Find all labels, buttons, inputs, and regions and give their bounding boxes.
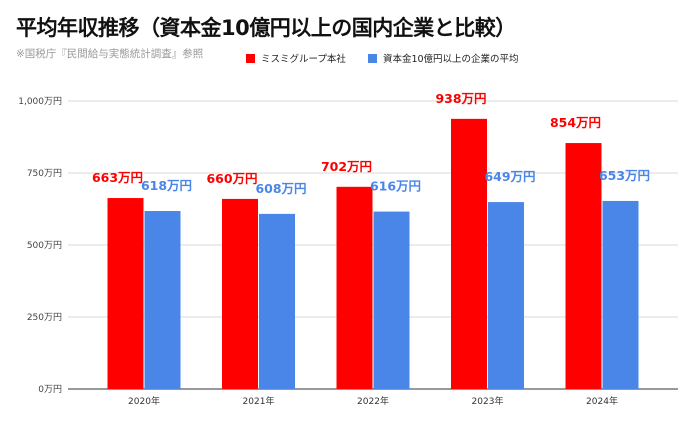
data-label-misumi: 938万円 xyxy=(435,91,486,106)
chart-title: 平均年収推移（資本金10億円以上の国内企業と比較） xyxy=(16,16,516,40)
data-label-misumi: 663万円 xyxy=(92,170,143,185)
legend: ミスミグループ本社 資本金10億円以上の企業の平均 xyxy=(246,51,541,65)
bar-misumi xyxy=(336,186,373,389)
bar-misumi xyxy=(451,118,487,389)
legend-item-misumi: ミスミグループ本社 xyxy=(246,51,346,65)
legend-swatch-average xyxy=(367,53,377,63)
bar-average xyxy=(144,211,181,389)
y-tick-label: 0万円 xyxy=(38,384,62,395)
legend-label-misumi: ミスミグループ本社 xyxy=(261,54,346,65)
source-note: ※国税庁『民間給与実態統計調査』参照 xyxy=(16,48,204,60)
data-label-average: 616万円 xyxy=(370,179,421,194)
bar-misumi xyxy=(565,143,602,389)
bar-misumi xyxy=(107,198,144,389)
data-label-average: 653万円 xyxy=(599,168,650,183)
data-label-average: 608万円 xyxy=(255,181,306,196)
x-tick-label: 2022年 xyxy=(357,395,389,407)
y-tick-label: 500万円 xyxy=(27,240,62,251)
y-tick-label: 750万円 xyxy=(27,168,62,179)
bar-average xyxy=(373,211,410,389)
data-label-misumi: 854万円 xyxy=(550,115,601,130)
legend-swatch-misumi xyxy=(246,53,255,63)
data-label-misumi: 660万円 xyxy=(206,171,257,186)
y-tick-label: 250万円 xyxy=(27,312,62,323)
y-tick-label: 1,000万円 xyxy=(18,96,62,107)
bar-average xyxy=(259,213,295,389)
x-tick-label: 2024年 xyxy=(586,395,618,407)
x-tick-label: 2021年 xyxy=(243,395,275,407)
legend-label-average: 資本金10億円以上の企業の平均 xyxy=(382,54,519,65)
bar-misumi xyxy=(222,198,258,389)
legend-item-average: 資本金10億円以上の企業の平均 xyxy=(367,51,519,65)
data-label-average: 618万円 xyxy=(141,178,192,193)
x-tick-label: 2020年 xyxy=(128,395,160,407)
bar-average xyxy=(602,200,639,389)
x-tick-label: 2023年 xyxy=(472,395,504,407)
data-label-average: 649万円 xyxy=(484,169,535,184)
data-label-misumi: 702万円 xyxy=(321,159,372,174)
bar-average xyxy=(488,202,524,389)
